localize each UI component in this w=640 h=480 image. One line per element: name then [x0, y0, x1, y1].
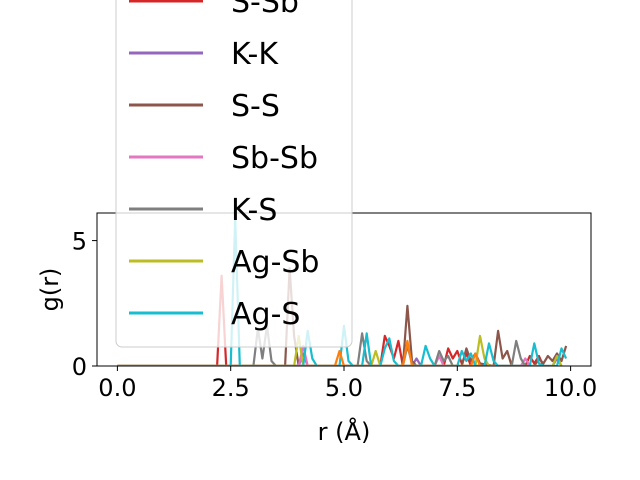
legend-label-ag-s: Ag-S — [231, 297, 300, 332]
series-line-unnamed-7 — [117, 339, 482, 366]
legend-label-ag-sb: Ag-Sb — [231, 245, 319, 280]
axis-ticks: 0.0 2.5 5.0 7.5 10.0 0 5 — [72, 228, 598, 402]
legend-label-k-s: K-S — [231, 193, 277, 228]
x-tick-label: 7.5 — [438, 374, 476, 402]
x-tick-label: 2.5 — [212, 374, 250, 402]
series-line-ag-s — [117, 216, 568, 366]
x-tick-label: 5.0 — [325, 374, 363, 402]
legend-label-k-k: K-K — [231, 37, 279, 72]
y-tick-label: 5 — [72, 228, 87, 256]
y-axis-label: g(r) — [36, 268, 64, 312]
x-tick-label: 10.0 — [544, 374, 597, 402]
y-tick-label: 0 — [72, 353, 87, 381]
x-tick-label: 0.0 — [98, 374, 136, 402]
legend-label-sb-sb: Sb-Sb — [231, 141, 318, 176]
legend: S-Sb K-K S-S Sb-Sb K-S Ag-Sb Ag-S — [115, 0, 353, 348]
legend-label-s-sb: S-Sb — [231, 0, 299, 20]
x-axis-label: r (Å) — [318, 417, 371, 446]
legend-label-s-s: S-S — [231, 89, 280, 124]
